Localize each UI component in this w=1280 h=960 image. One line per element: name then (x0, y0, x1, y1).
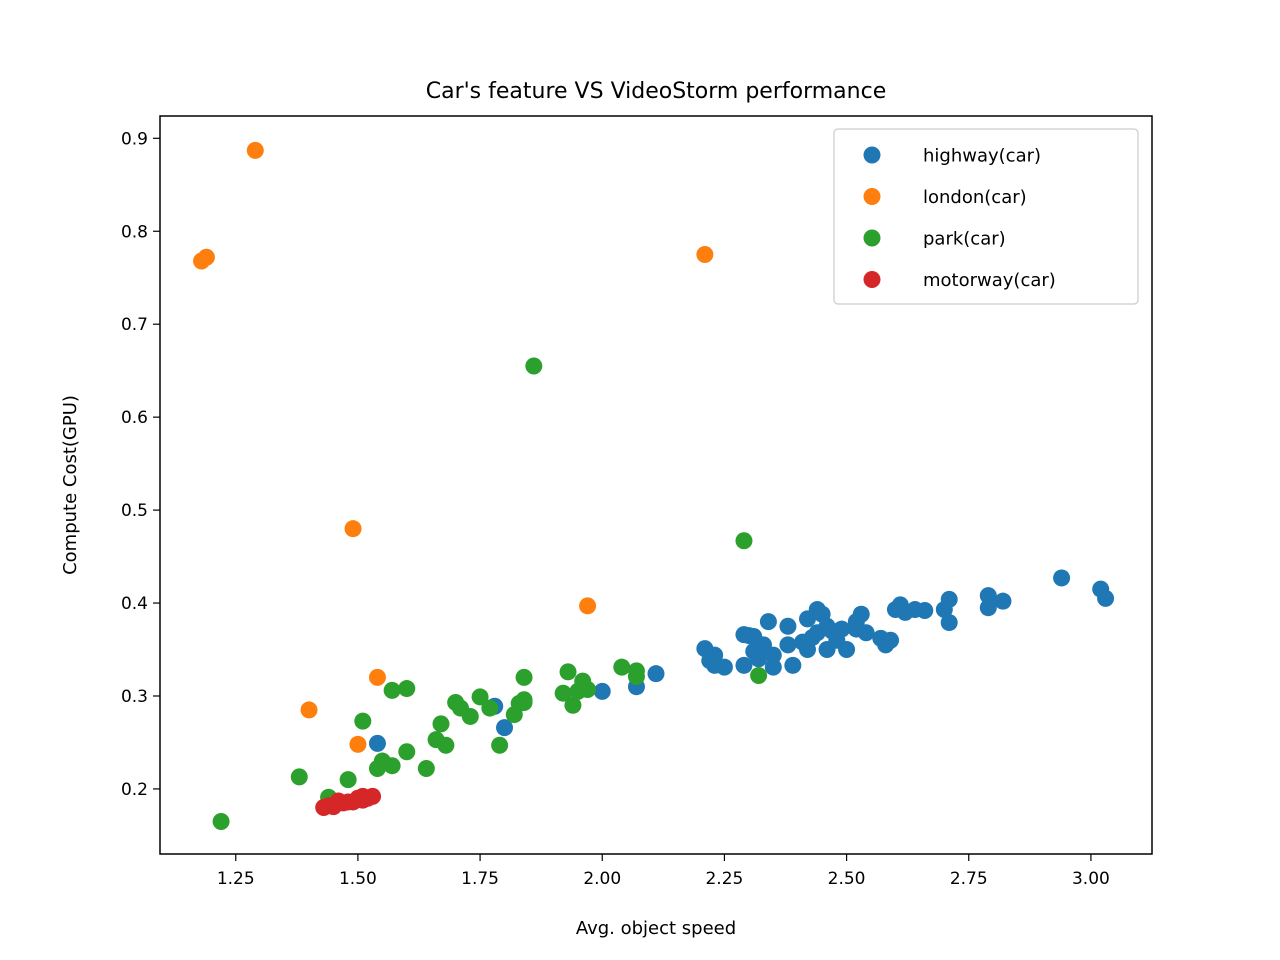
y-tick-label: 0.5 (121, 501, 148, 521)
x-tick-label: 2.00 (583, 869, 621, 889)
x-tick-label: 1.50 (339, 869, 377, 889)
data-point (579, 680, 597, 698)
data-point (979, 587, 997, 605)
x-tick-label: 1.25 (217, 869, 255, 889)
data-point (735, 532, 753, 550)
data-point (564, 696, 582, 714)
data-point (339, 771, 357, 789)
data-point (696, 245, 714, 263)
data-point (940, 614, 958, 632)
data-point (559, 663, 577, 681)
data-point (368, 668, 386, 686)
data-point (940, 590, 958, 608)
legend-label: highway(car) (923, 146, 1041, 167)
data-point (417, 759, 435, 777)
data-point (764, 646, 782, 664)
legend: highway(car) london(car) park(car) motorway… (833, 128, 1139, 305)
data-point (627, 667, 645, 685)
data-point (852, 605, 870, 623)
data-point (344, 520, 362, 538)
legend-label: motorway(car) (923, 270, 1056, 291)
data-point (437, 736, 455, 754)
data-point (554, 684, 572, 702)
legend-marker (863, 271, 881, 288)
data-point (750, 650, 768, 668)
data-point (491, 736, 509, 754)
data-point (1053, 569, 1071, 587)
data-point (300, 701, 318, 719)
data-point (290, 768, 308, 786)
plot-frame (159, 115, 1153, 855)
plot-points (193, 141, 1115, 830)
data-point (1097, 589, 1115, 607)
data-point (882, 631, 900, 649)
data-point (759, 613, 777, 631)
data-point (383, 681, 401, 699)
data-point (364, 787, 382, 805)
data-point (525, 357, 543, 375)
y-tick-label: 0.8 (121, 222, 148, 242)
x-tick-label: 1.75 (461, 869, 499, 889)
data-point (461, 707, 479, 725)
data-point (515, 693, 533, 711)
y-axis-label: Compute Cost(GPU) (60, 395, 81, 575)
data-point (481, 699, 499, 717)
legend-label: london(car) (923, 187, 1027, 208)
legend-marker (863, 188, 881, 205)
x-tick-label: 2.25 (705, 869, 743, 889)
y-tick-label: 0.9 (121, 129, 148, 149)
series-1 (193, 141, 714, 753)
data-point (515, 668, 533, 686)
legend-marker (863, 229, 881, 247)
y-tick-label: 0.4 (121, 594, 148, 614)
data-point (715, 658, 733, 676)
data-point (916, 601, 934, 619)
data-point (246, 141, 264, 159)
data-point (471, 688, 489, 706)
x-tick-label: 2.75 (950, 869, 988, 889)
data-point (613, 658, 631, 676)
data-point (579, 597, 597, 615)
data-point (349, 735, 367, 753)
data-point (197, 248, 215, 266)
series-0 (368, 569, 1115, 752)
data-point (432, 715, 450, 733)
x-axis-label: Avg. object speed (576, 918, 736, 939)
data-point (838, 641, 856, 659)
data-point (593, 682, 611, 700)
data-point (784, 656, 802, 674)
data-point (354, 712, 372, 730)
data-point (750, 667, 768, 685)
chart-title: Car's feature VS VideoStorm performance (426, 79, 887, 104)
y-tick-label: 0.7 (121, 315, 148, 335)
data-point (496, 719, 514, 737)
data-point (398, 680, 416, 698)
data-point (647, 665, 665, 683)
data-point (735, 656, 753, 674)
x-tick-label: 2.50 (828, 869, 866, 889)
data-point (833, 620, 851, 638)
data-point (368, 734, 386, 752)
data-point (764, 658, 782, 676)
data-point (979, 599, 997, 617)
data-point (857, 624, 875, 642)
series-3 (315, 787, 382, 817)
y-tick-label: 0.3 (121, 687, 148, 707)
data-point (779, 617, 797, 635)
data-point (212, 812, 230, 830)
legend-box (833, 128, 1139, 305)
legend-marker (863, 146, 881, 164)
legend-label: park(car) (923, 229, 1006, 250)
series-2 (212, 357, 768, 830)
x-tick-label: 3.00 (1072, 869, 1110, 889)
data-point (994, 592, 1012, 610)
data-point (398, 743, 416, 761)
y-tick-label: 0.2 (121, 780, 148, 800)
data-point (779, 636, 797, 654)
y-tick-label: 0.6 (121, 408, 148, 428)
data-point (383, 757, 401, 775)
